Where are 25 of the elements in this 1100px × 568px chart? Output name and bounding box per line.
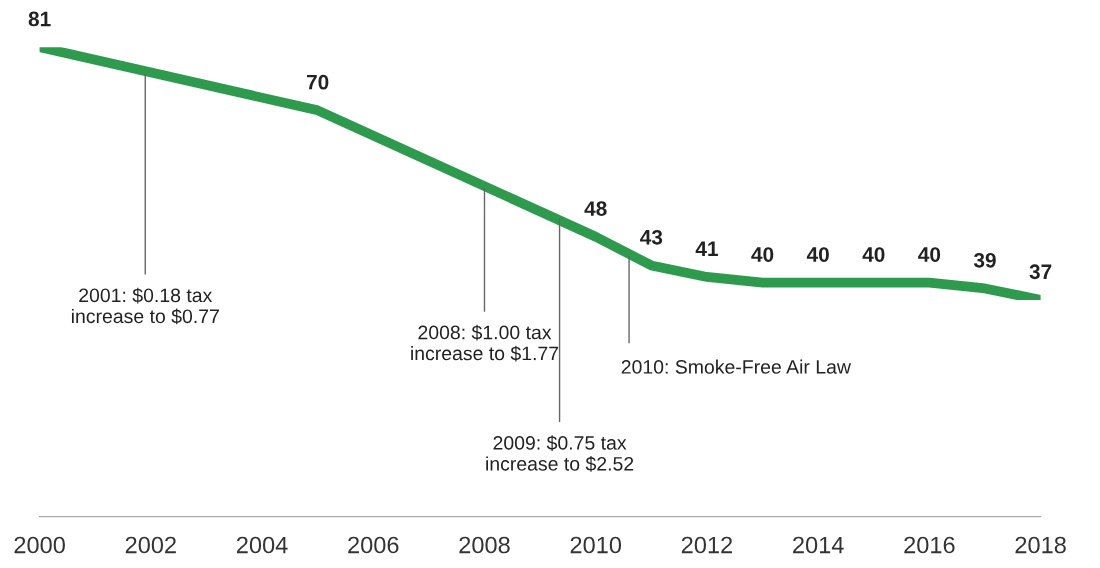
x-tick-label: 2016: [904, 536, 955, 554]
data-label: 39: [973, 252, 996, 268]
data-label: 43: [640, 229, 663, 245]
data-label: 40: [806, 247, 829, 262]
data-label: 37: [1029, 264, 1052, 280]
x-tick-label: 2014: [793, 536, 844, 554]
annotation: 2010: Smoke-Free Air Law: [621, 359, 851, 374]
x-tick-label: 2006: [348, 536, 399, 554]
x-tick-label: 2000: [14, 536, 65, 554]
x-tick-label: 2008: [459, 536, 510, 554]
data-label: 40: [918, 247, 941, 262]
data-label: 41: [695, 241, 718, 256]
annotation: 2008: $1.00 tax increase to $1.77: [411, 324, 559, 362]
data-label: 81: [28, 11, 51, 27]
annotation: 2001: $0.18 tax increase to $0.77: [71, 287, 219, 325]
data-label: 40: [862, 247, 885, 262]
x-tick-label: 2018: [1015, 536, 1066, 554]
x-tick-label: 2002: [125, 536, 176, 554]
data-label: 48: [584, 201, 607, 216]
x-tick-label: 2004: [236, 536, 288, 554]
x-tick-label: 2010: [570, 536, 622, 554]
x-tick-label: 2012: [681, 536, 733, 554]
data-label: 70: [306, 74, 329, 90]
data-label: 40: [751, 247, 774, 262]
annotation: 2009: $0.75 tax increase to $2.52: [486, 435, 634, 472]
